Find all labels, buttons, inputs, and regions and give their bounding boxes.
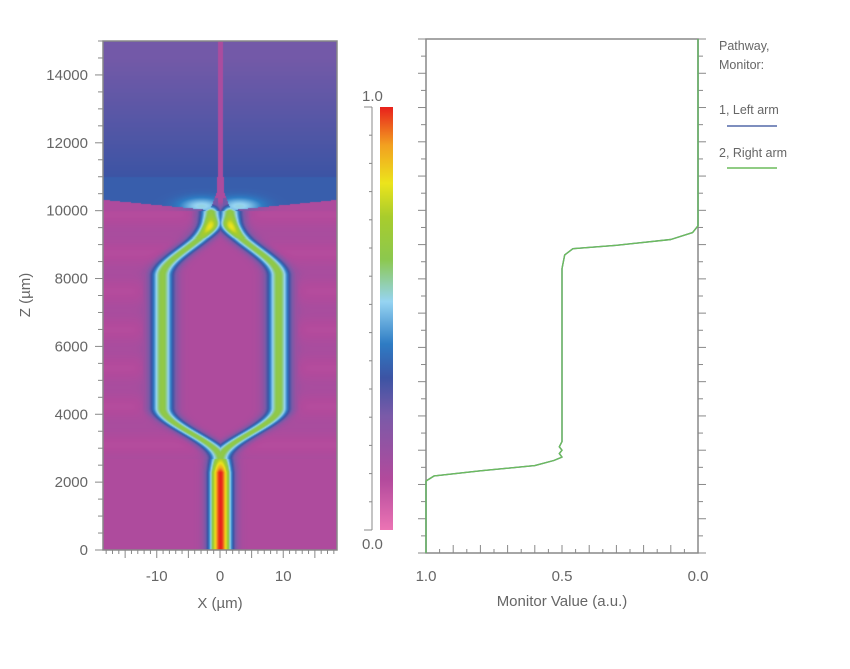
y-tick-label: 6000 <box>55 338 88 355</box>
colorbar-min-label: 0.0 <box>362 536 383 553</box>
x-tick-label: -10 <box>146 568 168 585</box>
series-line-right-arm <box>425 39 699 553</box>
x-tick-label: 0 <box>216 568 224 585</box>
x-axis-title-heatmap: X (µm) <box>197 595 242 612</box>
x-tick-label: 0.0 <box>688 568 709 585</box>
colorbar-gradient <box>380 107 393 530</box>
y-tick-label: 12000 <box>46 135 88 152</box>
legend: Pathway, Monitor: 1, Left arm 2, Right a… <box>719 39 787 169</box>
legend-entry-right-arm: 2, Right arm <box>719 146 787 160</box>
heatmap-frame <box>102 40 338 551</box>
y-tick-label: 2000 <box>55 474 88 491</box>
y-tick-label: 8000 <box>55 271 88 288</box>
heatmap-axes: 0 2000 4000 6000 8000 10000 12000 14000 -10 0 10 <box>46 40 338 585</box>
legend-title-line2: Monitor: <box>719 58 764 72</box>
x-tick-label: 1.0 <box>416 568 437 585</box>
x-tick-label: 0.5 <box>552 568 573 585</box>
x-tick-label: 10 <box>275 568 292 585</box>
field-heatmap <box>103 41 337 550</box>
legend-entry-left-arm: 1, Left arm <box>719 103 779 117</box>
y-tick-label: 14000 <box>46 67 88 84</box>
y-tick-label: 4000 <box>55 406 88 423</box>
y-tick-label: 10000 <box>46 203 88 220</box>
y-tick-label: 0 <box>80 542 88 559</box>
colorbar-max-label: 1.0 <box>362 88 383 105</box>
colorbar: 1.0 0.0 <box>362 88 393 553</box>
monitor-axes: 1.0 0.5 0.0 <box>416 38 709 585</box>
legend-title-line1: Pathway, <box>719 39 770 53</box>
y-axis-title-heatmap: Z (µm) <box>17 273 34 317</box>
x-axis-title-monitor: Monitor Value (a.u.) <box>497 593 628 610</box>
